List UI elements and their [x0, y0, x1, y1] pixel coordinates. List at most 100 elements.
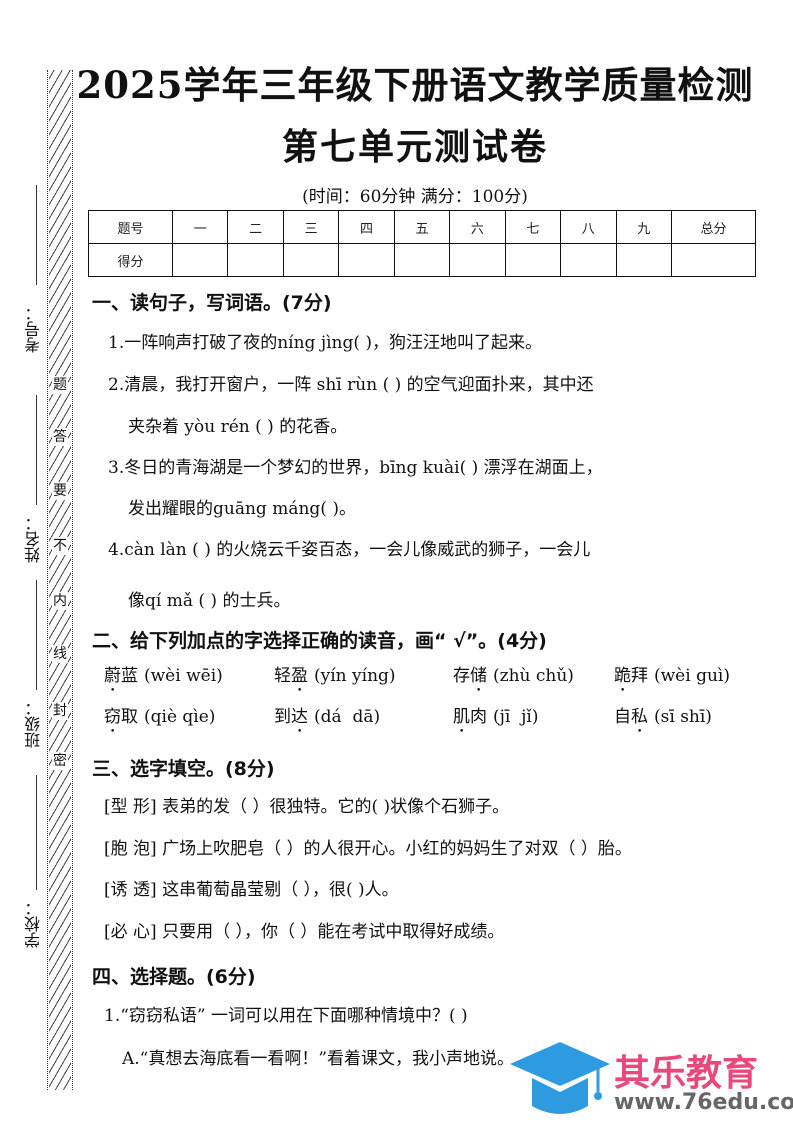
class-label: 班级：: [22, 700, 46, 748]
pronunciation-item: 到达 (dá dā): [274, 702, 380, 737]
word-char: 轻: [274, 666, 291, 686]
score-table-header-row: 题号 一 二 三 四 五 六 七 八 九 总分: [88, 210, 756, 244]
question-line: 3.冬日的青海湖是一个梦幻的世界，bīng kuài( ) 漂浮在湖面上，: [108, 458, 603, 478]
exam-number-label: 考号：: [22, 305, 46, 353]
score-cell[interactable]: [671, 243, 756, 277]
cell: 一: [171, 210, 229, 244]
score-cell[interactable]: [282, 243, 340, 277]
cell: 六: [449, 210, 506, 244]
pinyin-options[interactable]: (wèi guì): [654, 666, 730, 686]
question-line: [胞 泡] 广场上吹肥皂（ ）的人很开心。小红的妈妈生了对双（ ）胎。: [104, 839, 632, 859]
pronunciation-item: 跪拜 (wèi guì): [614, 661, 730, 696]
section-heading: 一、读句子，写词语。(7分): [92, 292, 332, 314]
notice-char: 封: [52, 702, 68, 720]
pronunciation-item: 肌肉 (jī jǐ): [453, 702, 539, 737]
score-table-score-row: 得分: [88, 243, 756, 277]
word-char: 跪: [614, 666, 631, 686]
word-char: 肌: [453, 707, 470, 727]
cell: 题号: [88, 210, 173, 244]
word-char: 肉: [470, 707, 487, 727]
binding-line-inner: [72, 70, 73, 1090]
option-a: A.“真想去海底看一看啊！”看着课文，我小声地说。: [122, 1049, 515, 1069]
question-line: 夹杂着 yòu rén ( ) 的花香。: [128, 417, 348, 437]
score-cell[interactable]: [504, 243, 562, 277]
pinyin-options[interactable]: (yín yíng): [314, 666, 396, 686]
word-char: 盈: [291, 666, 308, 686]
word-char: 取: [121, 707, 138, 727]
score-cell[interactable]: [338, 243, 395, 277]
notice-char: 线: [52, 645, 68, 663]
score-cell[interactable]: [449, 243, 506, 277]
question-line: 1.一阵响声打破了夜的níng jìng( )，狗汪汪地叫了起来。: [108, 333, 543, 353]
word-char: 到: [274, 707, 291, 727]
word-char: 窃: [104, 707, 121, 727]
word-char: 储: [470, 666, 487, 686]
score-cell[interactable]: [393, 243, 451, 277]
word-char: 自: [614, 707, 631, 727]
notice-char: 不: [52, 537, 68, 555]
exam-info: (时间：60分钟 满分：100分): [302, 187, 528, 207]
watermark: 其乐教育 www.76edu.com: [510, 1040, 793, 1122]
notice-char: 要: [52, 482, 68, 500]
binding-hatch: [49, 70, 71, 1090]
pronunciation-item: 自私 (sī shī): [614, 702, 712, 737]
word-char: 拜: [631, 666, 648, 686]
watermark-url: www.76edu.com: [614, 1090, 793, 1115]
pinyin-options[interactable]: (qiè qìe): [144, 707, 216, 727]
graduation-cap-icon: [510, 1042, 610, 1114]
pronunciation-item: 蔚蓝 (wèi wēi): [104, 661, 223, 696]
section-heading: 二、给下列加点的字选择正确的读音，画“ √”。(4分): [92, 630, 547, 652]
question-line: 1.“窃窃私语” 一词可以用在下面哪种情境中？( ): [104, 1006, 468, 1026]
question-line: [诱 透] 这串葡萄晶莹剔（ ），很( )人。: [104, 880, 399, 900]
pinyin-options[interactable]: (zhù chǔ): [493, 666, 574, 686]
score-cell[interactable]: [171, 243, 229, 277]
cell: 二: [227, 210, 284, 244]
field-underline: [36, 580, 37, 690]
cell: 三: [282, 210, 340, 244]
pronunciation-item: 轻盈 (yín yíng): [274, 661, 396, 696]
pinyin-options[interactable]: (jī jǐ): [493, 707, 539, 727]
section-heading: 四、选择题。(6分): [92, 966, 256, 988]
pronunciation-item: 存储 (zhù chǔ): [453, 661, 574, 696]
question-line: 像qí mǎ ( ) 的士兵。: [128, 591, 291, 611]
question-line: [型 形] 表弟的发（ ）很独特。它的( )状像个石狮子。: [104, 797, 510, 817]
watermark-name: 其乐教育: [614, 1053, 759, 1094]
question-line: 2.清晨，我打开窗户，一阵 shī rùn ( ) 的空气迎面扑来，其中还: [108, 375, 594, 395]
cell: 九: [615, 210, 672, 244]
pronunciation-item: 窃取 (qiè qìe): [104, 702, 215, 737]
cell: 八: [560, 210, 617, 244]
field-underline: [36, 395, 37, 505]
notice-char: 内: [52, 592, 68, 610]
question-line: 4.càn làn ( ) 的火烧云千姿百态，一会儿像威武的狮子，一会儿: [108, 540, 591, 560]
word-char: 存: [453, 666, 470, 686]
cell: 五: [393, 210, 451, 244]
binding-line-outer: [47, 70, 48, 1090]
notice-char: 密: [52, 752, 68, 770]
question-line: 发出耀眼的guāng máng( )。: [128, 499, 356, 519]
pinyin-options[interactable]: (dá dā): [314, 707, 381, 727]
pinyin-options[interactable]: (wèi wēi): [144, 666, 223, 686]
cell: 四: [338, 210, 395, 244]
score-cell[interactable]: [560, 243, 617, 277]
name-label: 姓名：: [22, 515, 46, 563]
word-char: 蓝: [121, 666, 138, 686]
word-char: 蔚: [104, 666, 121, 686]
cell: 七: [504, 210, 562, 244]
section-heading: 三、选字填空。(8分): [92, 758, 275, 780]
school-label: 学校：: [22, 900, 46, 948]
cell: 得分: [88, 243, 173, 277]
field-underline: [36, 185, 37, 285]
question-line: [必 心] 只要用（ ），你（ ）能在考试中取得好成绩。: [104, 922, 505, 942]
score-table: 题号 一 二 三 四 五 六 七 八 九 总分 得分: [88, 210, 756, 277]
notice-char: 题: [52, 376, 68, 394]
page-title: 2025学年三年级下册语文教学质量检测: [76, 63, 754, 107]
score-cell[interactable]: [227, 243, 284, 277]
page-subtitle: 第七单元测试卷: [281, 126, 548, 168]
word-char: 达: [291, 707, 308, 727]
field-underline: [36, 775, 37, 890]
pinyin-options[interactable]: (sī shī): [654, 707, 712, 727]
notice-char: 答: [52, 428, 68, 446]
word-char: 私: [631, 707, 648, 727]
score-cell[interactable]: [615, 243, 672, 277]
cell: 总分: [671, 210, 756, 244]
